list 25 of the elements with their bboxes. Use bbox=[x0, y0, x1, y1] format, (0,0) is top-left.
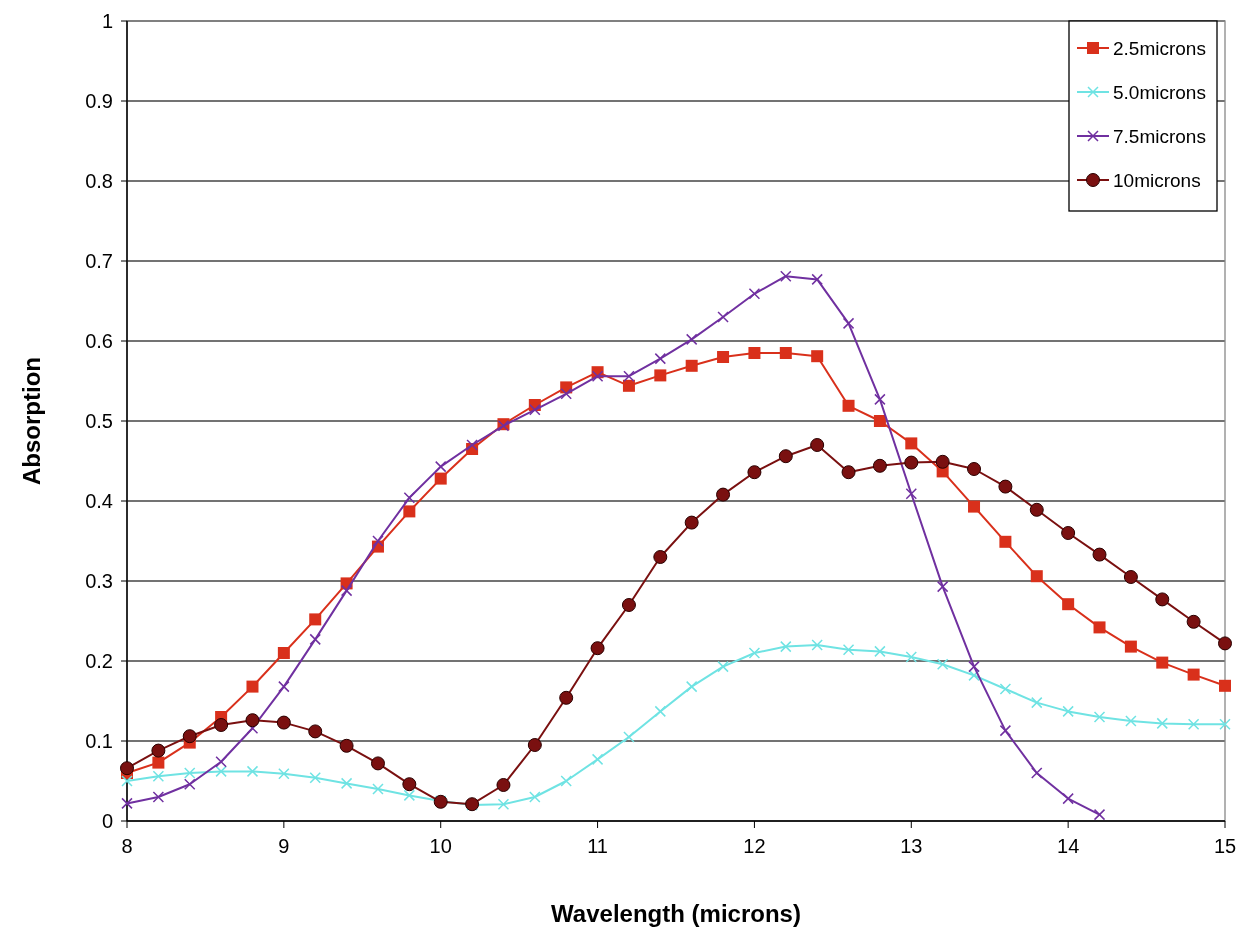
y-tick-label: 0.8 bbox=[85, 170, 113, 192]
y-tick-label: 0 bbox=[101, 810, 113, 832]
x-tick-label: 14 bbox=[1057, 835, 1080, 857]
legend-label: 2.5microns bbox=[1113, 37, 1206, 59]
y-tick-label: 0.6 bbox=[85, 330, 113, 352]
y-tick-label: 0.4 bbox=[85, 490, 113, 512]
y-tick-label: 1 bbox=[101, 10, 113, 32]
x-tick-label: 13 bbox=[900, 835, 923, 857]
x-tick-label: 12 bbox=[743, 835, 766, 857]
x-tick-label: 9 bbox=[278, 835, 290, 857]
legend-label: 10microns bbox=[1113, 169, 1201, 191]
y-tick-label: 0.3 bbox=[85, 570, 113, 592]
legend-label: 5.0microns bbox=[1113, 81, 1206, 103]
x-tick-label: 11 bbox=[587, 835, 608, 857]
legend-label: 7.5microns bbox=[1113, 125, 1206, 147]
x-axis-title: Wavelength (microns) bbox=[551, 900, 801, 927]
x-tick-label: 15 bbox=[1213, 835, 1237, 857]
y-tick-label: 0.1 bbox=[85, 730, 113, 752]
y-axis-title: Absorption bbox=[18, 357, 45, 485]
y-tick-label: 0.2 bbox=[85, 650, 113, 672]
x-tick-label: 10 bbox=[429, 835, 452, 857]
y-tick-label: 0.9 bbox=[85, 90, 113, 112]
y-tick-label: 0.7 bbox=[85, 250, 113, 272]
x-tick-label: 8 bbox=[121, 835, 133, 857]
y-tick-label: 0.5 bbox=[85, 410, 113, 432]
